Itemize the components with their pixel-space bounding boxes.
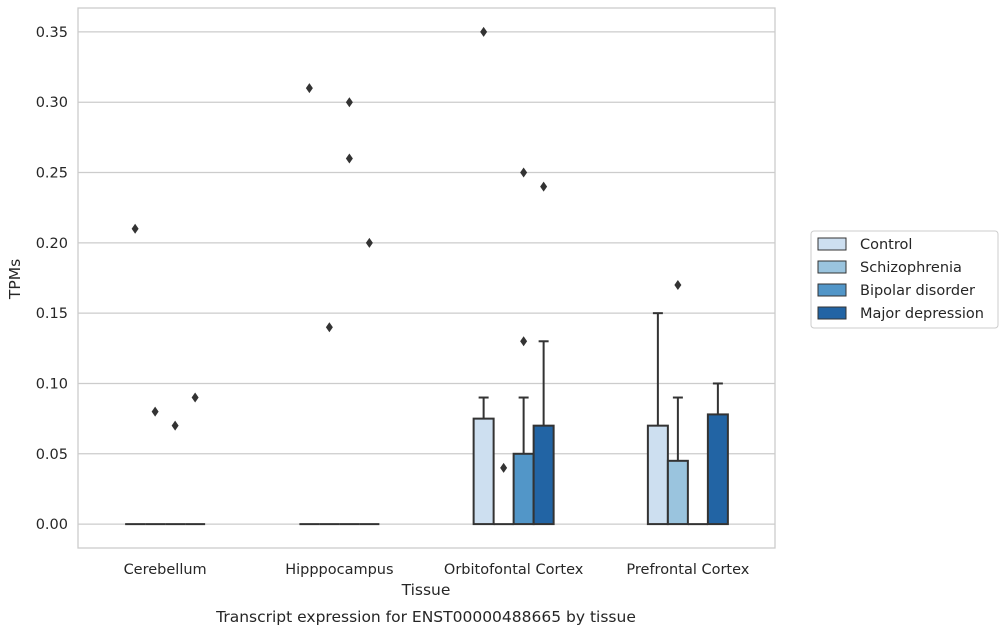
- bar: [646, 424, 669, 526]
- x-tick-label: Orbitofontal Cortex: [444, 562, 584, 578]
- bar: [532, 424, 555, 526]
- x-axis-label: Tissue: [401, 581, 451, 599]
- plot-frame: [77, 7, 776, 549]
- y-tick-label: 0.20: [36, 236, 68, 252]
- x-tick-labels: Cerebellum Hipppocampus Orbitofontal Corte…: [124, 562, 750, 578]
- whiskers: [478, 312, 723, 461]
- y-axis-label: TPMs: [6, 259, 24, 300]
- bar: [706, 413, 729, 526]
- outlier-point: [365, 237, 373, 248]
- outlier-point: [325, 322, 333, 333]
- x-tick-label: Prefrontal Cortex: [626, 562, 749, 578]
- outlier-point: [191, 392, 199, 403]
- y-tick-label: 0.05: [36, 447, 68, 463]
- y-tick-labels: 0.00 0.05 0.10 0.15 0.20 0.25 0.30 0.35: [36, 25, 68, 533]
- y-tick-label: 0.25: [36, 166, 68, 182]
- outlier-point: [345, 153, 353, 164]
- legend: Control Schizophrenia Bipolar disorder Majo…: [810, 230, 999, 329]
- grid-lines: [78, 31, 775, 525]
- figure-caption: Transcript expression for ENST0000048866…: [215, 608, 636, 626]
- legend-label: Control: [860, 237, 912, 253]
- outlier-point: [151, 406, 159, 417]
- legend-label: Major depression: [860, 306, 984, 322]
- legend-swatch: [817, 306, 847, 320]
- legend-swatch: [817, 237, 847, 251]
- bar: [472, 417, 495, 526]
- outlier-point: [500, 462, 508, 473]
- outlier-point: [520, 167, 528, 178]
- y-tick-label: 0.00: [36, 517, 68, 533]
- outlier-point: [520, 336, 528, 347]
- y-tick-label: 0.15: [36, 306, 68, 322]
- legend-swatch: [817, 260, 847, 274]
- bar: [666, 459, 689, 526]
- x-tick-label: Cerebellum: [124, 562, 207, 578]
- legend-frame: [810, 230, 999, 329]
- outlier-point: [480, 26, 488, 37]
- outlier-point: [305, 83, 313, 94]
- legend-label: Bipolar disorder: [860, 283, 975, 299]
- outlier-point: [345, 97, 353, 108]
- outlier-point: [674, 280, 682, 291]
- legend-label: Schizophrenia: [860, 260, 962, 276]
- legend-swatch: [817, 283, 847, 297]
- outlier-point: [171, 420, 179, 431]
- bar: [512, 452, 535, 526]
- y-tick-label: 0.35: [36, 25, 68, 41]
- y-tick-label: 0.10: [36, 376, 68, 392]
- outliers: [131, 26, 682, 473]
- outlier-point: [540, 181, 548, 192]
- x-tick-label: Hipppocampus: [285, 562, 393, 578]
- bars: [125, 413, 729, 526]
- y-tick-label: 0.30: [36, 95, 68, 111]
- outlier-point: [131, 223, 139, 234]
